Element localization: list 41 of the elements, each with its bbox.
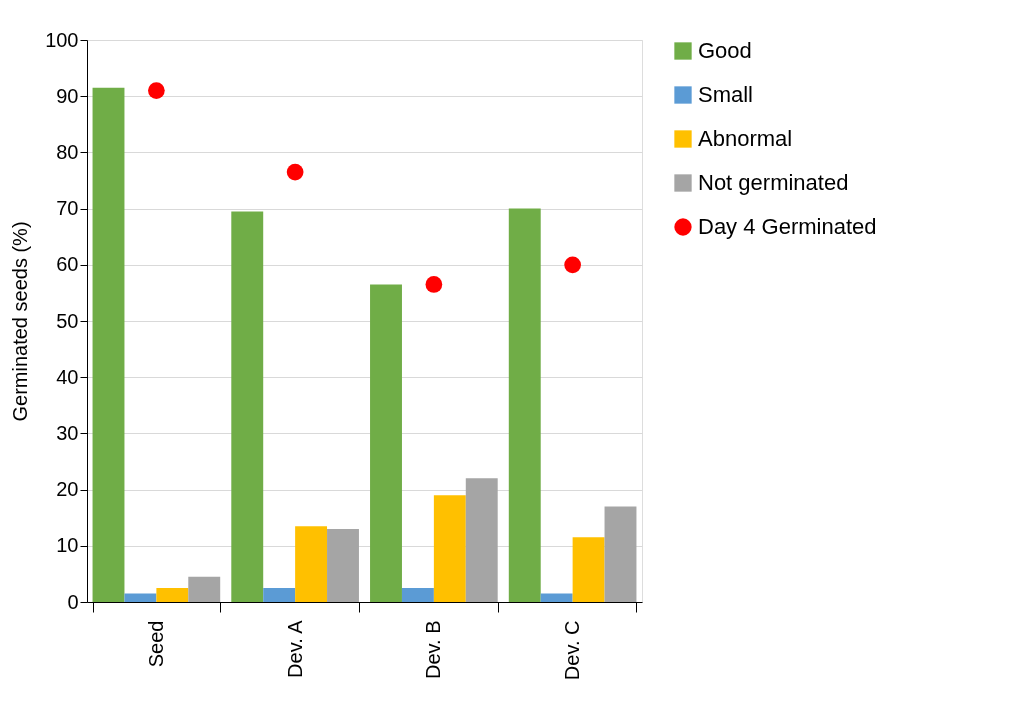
bar [604, 506, 637, 602]
bar [572, 537, 605, 602]
legend-label: Small [698, 82, 754, 107]
y-tick-label: 10 [56, 534, 79, 557]
bar [540, 593, 573, 602]
y-tick-label: 20 [56, 478, 79, 501]
y-tick-label: 0 [67, 590, 79, 613]
point [286, 163, 304, 181]
y-tick-label: 100 [45, 28, 79, 51]
bar [263, 587, 296, 602]
y-tick-label: 60 [56, 253, 79, 276]
point [564, 256, 581, 274]
legend-label: Abnormal [698, 126, 793, 151]
bar [92, 87, 125, 602]
y-tick-label: 50 [56, 309, 79, 332]
x-tick-label: Dev. C [561, 620, 584, 681]
y-tick-label: 40 [56, 365, 79, 388]
bar [188, 576, 221, 602]
bar [433, 495, 466, 602]
legend-label: Not germinated [698, 170, 849, 195]
bar [231, 211, 264, 602]
y-axis-title: Germinated seeds (%) [9, 221, 32, 422]
y-tick-label: 30 [56, 421, 79, 444]
legend-label: Good [698, 38, 752, 63]
bar [508, 208, 541, 602]
x-tick-label: Dev. A [283, 619, 306, 678]
y-tick-label: 90 [56, 84, 79, 107]
bar [401, 587, 434, 602]
bar [124, 593, 157, 602]
bar [295, 526, 328, 602]
point [148, 82, 165, 99]
bar [370, 284, 402, 602]
x-tick-label: Dev. B [422, 620, 445, 680]
bar [327, 528, 359, 602]
legend-label: Day 4 Germinated [698, 214, 877, 239]
y-tick-label: 70 [56, 197, 79, 220]
bar [156, 587, 189, 602]
x-tick-label: Seed [144, 620, 167, 668]
y-tick-label: 80 [56, 140, 79, 163]
point [425, 276, 443, 293]
bar [465, 478, 498, 602]
